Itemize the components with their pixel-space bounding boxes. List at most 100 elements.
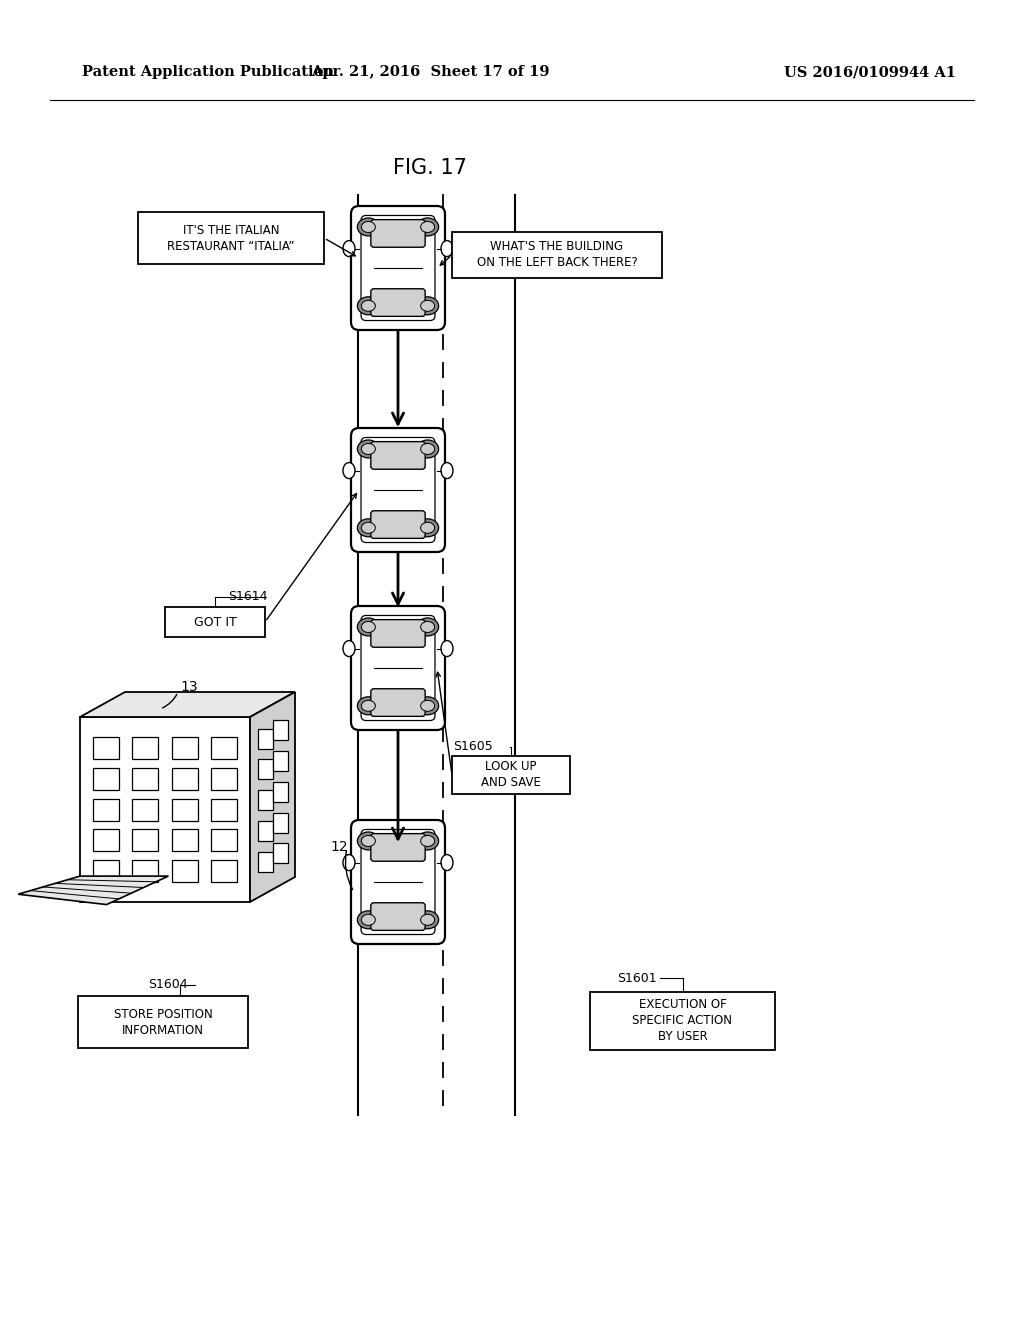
Text: FIG. 17: FIG. 17 [393,158,467,178]
FancyBboxPatch shape [93,799,119,821]
Ellipse shape [343,240,355,256]
Ellipse shape [361,622,376,632]
Polygon shape [258,821,273,841]
FancyBboxPatch shape [211,768,237,789]
FancyBboxPatch shape [371,834,425,861]
FancyBboxPatch shape [172,799,198,821]
FancyBboxPatch shape [211,861,237,882]
Text: LOOK UP
AND SAVE: LOOK UP AND SAVE [481,760,541,789]
Ellipse shape [441,462,453,479]
Polygon shape [250,692,295,902]
Ellipse shape [421,222,434,232]
Polygon shape [273,843,288,863]
Text: GOT IT: GOT IT [194,615,237,628]
FancyBboxPatch shape [132,768,159,789]
FancyBboxPatch shape [371,442,425,469]
Ellipse shape [357,618,379,636]
Ellipse shape [357,519,379,537]
Ellipse shape [361,300,376,312]
Polygon shape [258,759,273,779]
Text: 12: 12 [331,840,348,854]
FancyBboxPatch shape [452,232,662,279]
FancyBboxPatch shape [351,820,445,944]
FancyBboxPatch shape [361,615,435,721]
FancyBboxPatch shape [138,213,324,264]
Ellipse shape [421,915,434,925]
Ellipse shape [441,240,453,256]
Ellipse shape [361,701,376,711]
Text: S1605: S1605 [453,741,493,754]
Ellipse shape [421,701,434,711]
FancyBboxPatch shape [351,428,445,552]
FancyBboxPatch shape [590,993,775,1049]
Polygon shape [80,692,295,717]
FancyBboxPatch shape [93,737,119,759]
FancyBboxPatch shape [93,861,119,882]
FancyBboxPatch shape [132,861,159,882]
FancyBboxPatch shape [172,861,198,882]
Ellipse shape [417,440,438,458]
Ellipse shape [417,519,438,537]
FancyBboxPatch shape [132,829,159,851]
Ellipse shape [441,640,453,656]
FancyBboxPatch shape [172,768,198,789]
Ellipse shape [357,297,379,314]
Polygon shape [273,751,288,771]
FancyBboxPatch shape [93,829,119,851]
Text: S1604: S1604 [148,978,187,991]
FancyBboxPatch shape [211,829,237,851]
FancyBboxPatch shape [165,607,265,638]
FancyBboxPatch shape [78,997,248,1048]
Ellipse shape [361,836,376,846]
Ellipse shape [421,622,434,632]
Polygon shape [273,813,288,833]
FancyBboxPatch shape [361,215,435,321]
FancyBboxPatch shape [371,289,425,317]
FancyBboxPatch shape [172,737,198,759]
FancyBboxPatch shape [132,737,159,759]
Text: EXECUTION OF
SPECIFIC ACTION
BY USER: EXECUTION OF SPECIFIC ACTION BY USER [633,998,732,1044]
FancyBboxPatch shape [371,689,425,717]
Ellipse shape [421,836,434,846]
Ellipse shape [361,222,376,232]
Ellipse shape [441,854,453,871]
Ellipse shape [417,832,438,850]
Ellipse shape [417,911,438,929]
Ellipse shape [361,915,376,925]
Polygon shape [258,851,273,871]
Text: IT'S THE ITALIAN
RESTAURANT “ITALIA”: IT'S THE ITALIAN RESTAURANT “ITALIA” [167,223,295,252]
Ellipse shape [417,618,438,636]
Ellipse shape [357,697,379,715]
Text: Patent Application Publication: Patent Application Publication [82,65,334,79]
FancyBboxPatch shape [371,219,425,247]
FancyBboxPatch shape [211,737,237,759]
Text: WHAT'S THE BUILDING
ON THE LEFT BACK THERE?: WHAT'S THE BUILDING ON THE LEFT BACK THE… [476,240,637,269]
FancyBboxPatch shape [361,829,435,935]
FancyBboxPatch shape [452,756,570,795]
Ellipse shape [357,218,379,236]
FancyBboxPatch shape [132,799,159,821]
Ellipse shape [417,697,438,715]
FancyBboxPatch shape [361,437,435,543]
FancyBboxPatch shape [371,511,425,539]
Text: US 2016/0109944 A1: US 2016/0109944 A1 [784,65,956,79]
FancyBboxPatch shape [351,206,445,330]
Text: 13: 13 [180,680,198,694]
Polygon shape [273,721,288,741]
Ellipse shape [417,297,438,314]
Ellipse shape [361,444,376,454]
Ellipse shape [421,523,434,533]
Ellipse shape [357,832,379,850]
Ellipse shape [421,300,434,312]
Text: STORE POSITION
INFORMATION: STORE POSITION INFORMATION [114,1007,212,1036]
Ellipse shape [417,218,438,236]
Text: S1601: S1601 [617,972,656,985]
Polygon shape [18,876,168,904]
Ellipse shape [361,523,376,533]
Ellipse shape [357,440,379,458]
Ellipse shape [343,854,355,871]
Polygon shape [273,781,288,801]
FancyBboxPatch shape [371,903,425,931]
Ellipse shape [343,640,355,656]
Polygon shape [258,729,273,748]
